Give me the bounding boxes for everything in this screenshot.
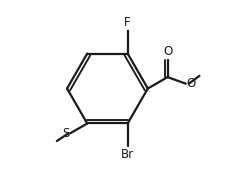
Text: O: O [163, 45, 172, 58]
Text: S: S [62, 127, 70, 140]
Text: O: O [187, 77, 196, 90]
Text: F: F [124, 16, 131, 29]
Text: Br: Br [121, 148, 134, 161]
